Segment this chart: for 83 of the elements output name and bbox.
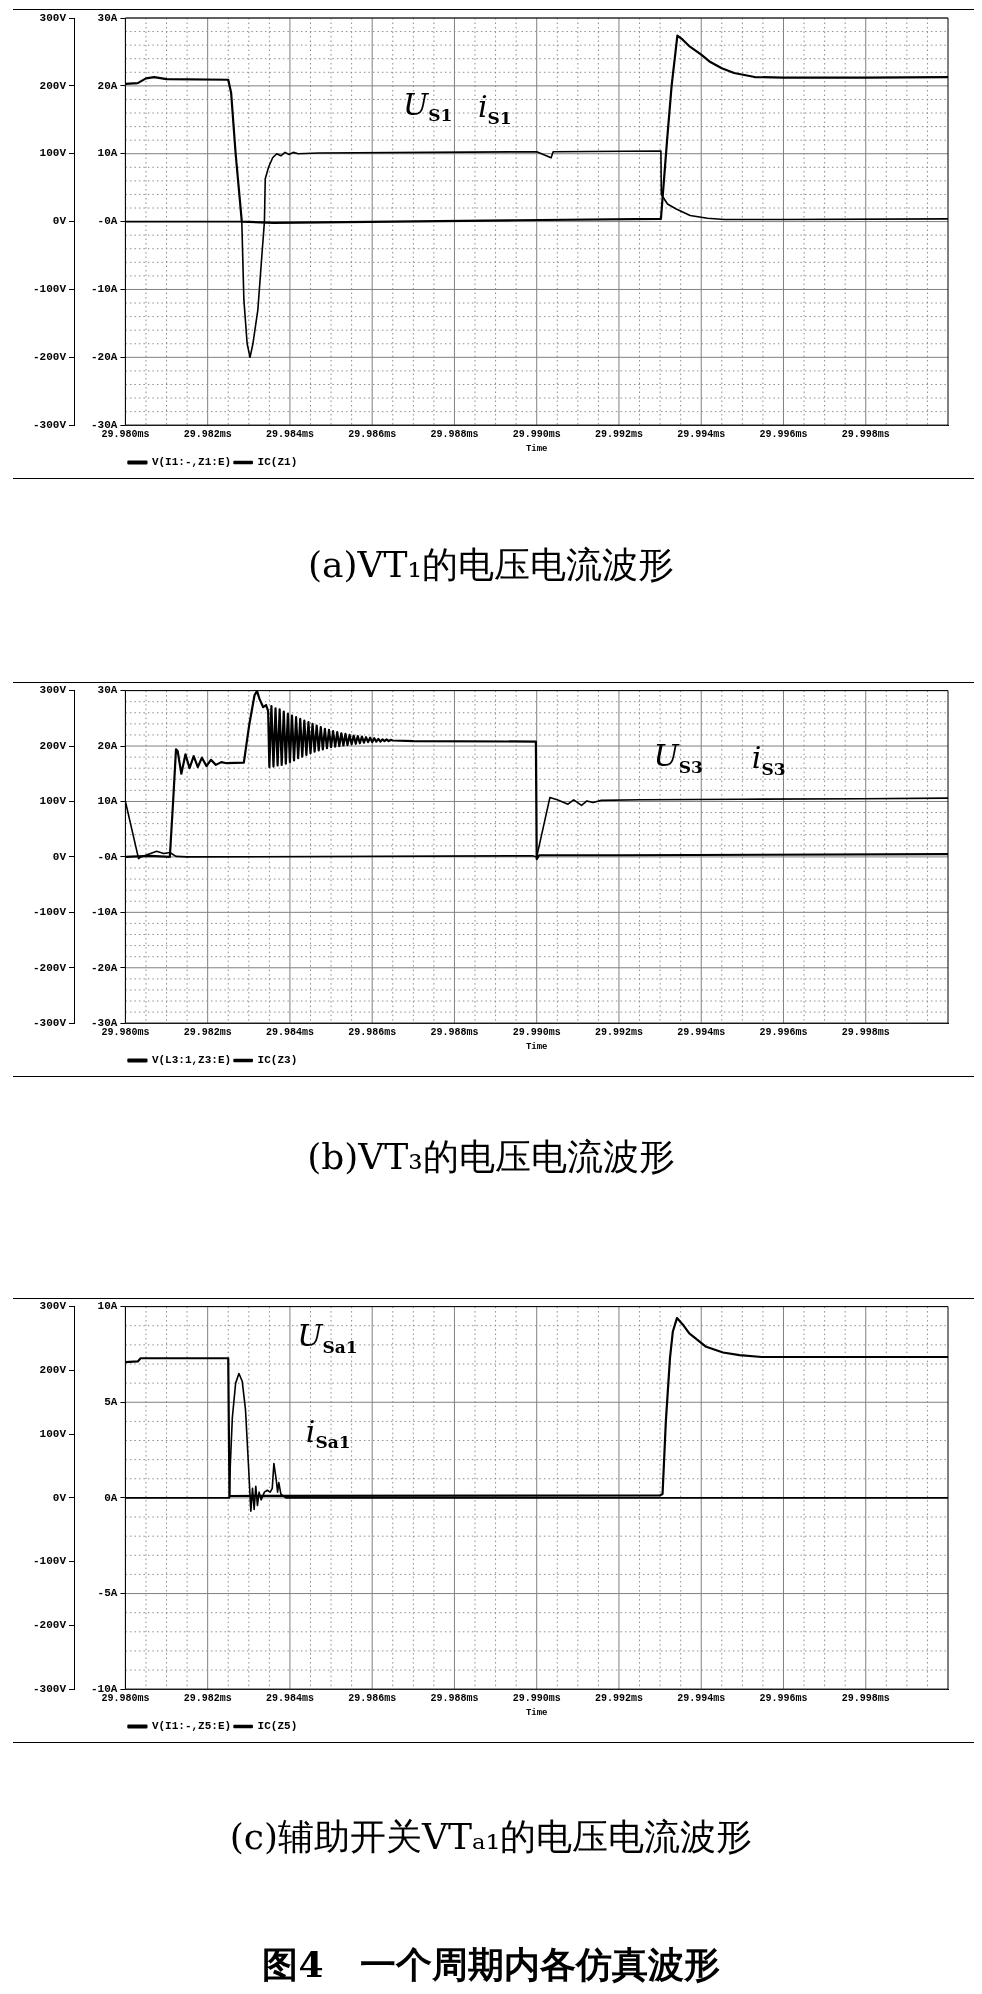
x-tick-label: 29.986ms	[348, 1026, 397, 1038]
text: (b)VT₃的电压电流波形	[306, 1135, 676, 1179]
x-tick-label: 29.990ms	[512, 1026, 561, 1038]
y2-tick-label: 0V	[52, 1491, 67, 1504]
y2-tick-label: 200V	[39, 1364, 67, 1377]
x-tick-label: 29.994ms	[677, 1692, 726, 1704]
y-tick-label: 20A	[97, 739, 118, 752]
caption: 图4 一个周期内各仿真波形	[261, 1942, 721, 1986]
x-tick-label: 29.982ms	[183, 1026, 232, 1038]
legend-label: IC(Z5)	[257, 1720, 298, 1733]
x-tick-label: 29.984ms	[265, 1692, 314, 1704]
y2-tick-label: 0V	[52, 850, 67, 863]
legend-label: V(L3:1,Z3:E)	[151, 1054, 232, 1067]
y2-tick-label: 0V	[52, 215, 67, 228]
x-tick-label: 29.982ms	[183, 1692, 232, 1704]
y2-tick-label: -300V	[32, 418, 67, 431]
y-tick-label: -10A	[91, 1682, 118, 1695]
legend-label: IC(Z1)	[257, 456, 298, 469]
y2-tick-label: 100V	[39, 147, 67, 160]
x-tick-label: 29.998ms	[841, 428, 890, 440]
x-tick-label: 29.994ms	[677, 1026, 726, 1038]
x-tick-label: 29.998ms	[841, 1692, 890, 1704]
y-tick-label: 5A	[104, 1396, 118, 1409]
x-tick-label: 29.992ms	[594, 1026, 643, 1038]
x-axis-title: Time	[525, 1707, 548, 1718]
y2-tick-label: 200V	[39, 79, 67, 92]
x-tick-label: 29.992ms	[594, 428, 643, 440]
legend-label: IC(Z3)	[257, 1054, 298, 1067]
y2-tick-label: 200V	[39, 739, 67, 752]
x-tick-label: 29.996ms	[759, 1026, 808, 1038]
y-tick-label: 0A	[104, 1491, 118, 1504]
y2-tick-label: 300V	[39, 684, 67, 697]
legend-label: V(I1:-,Z5:E)	[151, 1720, 232, 1733]
x-tick-label: 29.990ms	[512, 428, 561, 440]
y2-tick-label: -100V	[32, 906, 67, 919]
x-tick-label: 29.996ms	[759, 1692, 808, 1704]
x-tick-label: 29.988ms	[430, 428, 479, 440]
x-tick-label: 29.980ms	[101, 1692, 150, 1704]
y-tick-label: -20A	[91, 351, 118, 364]
y-tick-label: -30A	[91, 1016, 118, 1029]
x-tick-label: 29.984ms	[265, 428, 314, 440]
x-tick-label: 29.992ms	[594, 1692, 643, 1704]
y-tick-label: -10A	[91, 283, 118, 296]
x-tick-label: 29.990ms	[512, 1692, 561, 1704]
y2-tick-label: -100V	[32, 283, 67, 296]
y2-tick-label: -200V	[32, 351, 67, 364]
y-tick-label: 20A	[97, 79, 118, 92]
x-axis-title: Time	[525, 443, 548, 454]
text: (a)VT₁的电压电流波形	[307, 543, 675, 587]
y2-tick-label: -200V	[32, 1619, 67, 1632]
y2-tick-label: -300V	[32, 1016, 67, 1029]
y-tick-label: 30A	[97, 684, 118, 697]
x-tick-label: 29.984ms	[265, 1026, 314, 1038]
x-tick-label: 29.982ms	[183, 428, 232, 440]
x-tick-label: 29.988ms	[430, 1692, 479, 1704]
y2-tick-label: 300V	[39, 11, 67, 24]
y-tick-label: 10A	[97, 1300, 118, 1313]
x-tick-label: 29.996ms	[759, 428, 808, 440]
x-tick-label: 29.986ms	[348, 1692, 397, 1704]
y-tick-label: -0A	[97, 850, 118, 863]
y-tick-label: 10A	[97, 795, 118, 808]
y2-tick-label: -100V	[32, 1555, 67, 1568]
y-tick-label: -10A	[91, 906, 118, 919]
y-tick-label: 10A	[97, 147, 118, 160]
y-tick-label: -30A	[91, 418, 118, 431]
x-tick-label: 29.998ms	[841, 1026, 890, 1038]
y-tick-label: -5A	[97, 1587, 118, 1600]
x-axis-title: Time	[525, 1041, 548, 1052]
y-tick-label: -0A	[97, 215, 118, 228]
x-tick-label: 29.986ms	[348, 428, 397, 440]
y2-tick-label: -200V	[32, 961, 67, 974]
legend-label: V(I1:-,Z1:E)	[151, 456, 232, 469]
y2-tick-label: 300V	[39, 1300, 67, 1313]
x-tick-label: 29.994ms	[677, 428, 726, 440]
y-tick-label: -20A	[91, 961, 118, 974]
x-tick-label: 29.988ms	[430, 1026, 479, 1038]
text: (c)辅助开关VTₐ₁的电压电流波形	[228, 1815, 754, 1859]
y2-tick-label: 100V	[39, 1427, 67, 1440]
x-tick-label: 29.980ms	[101, 1026, 150, 1038]
x-tick-label: 29.980ms	[101, 428, 150, 440]
y2-tick-label: 100V	[39, 795, 67, 808]
y2-tick-label: -300V	[32, 1682, 67, 1695]
y-tick-label: 30A	[97, 11, 118, 24]
